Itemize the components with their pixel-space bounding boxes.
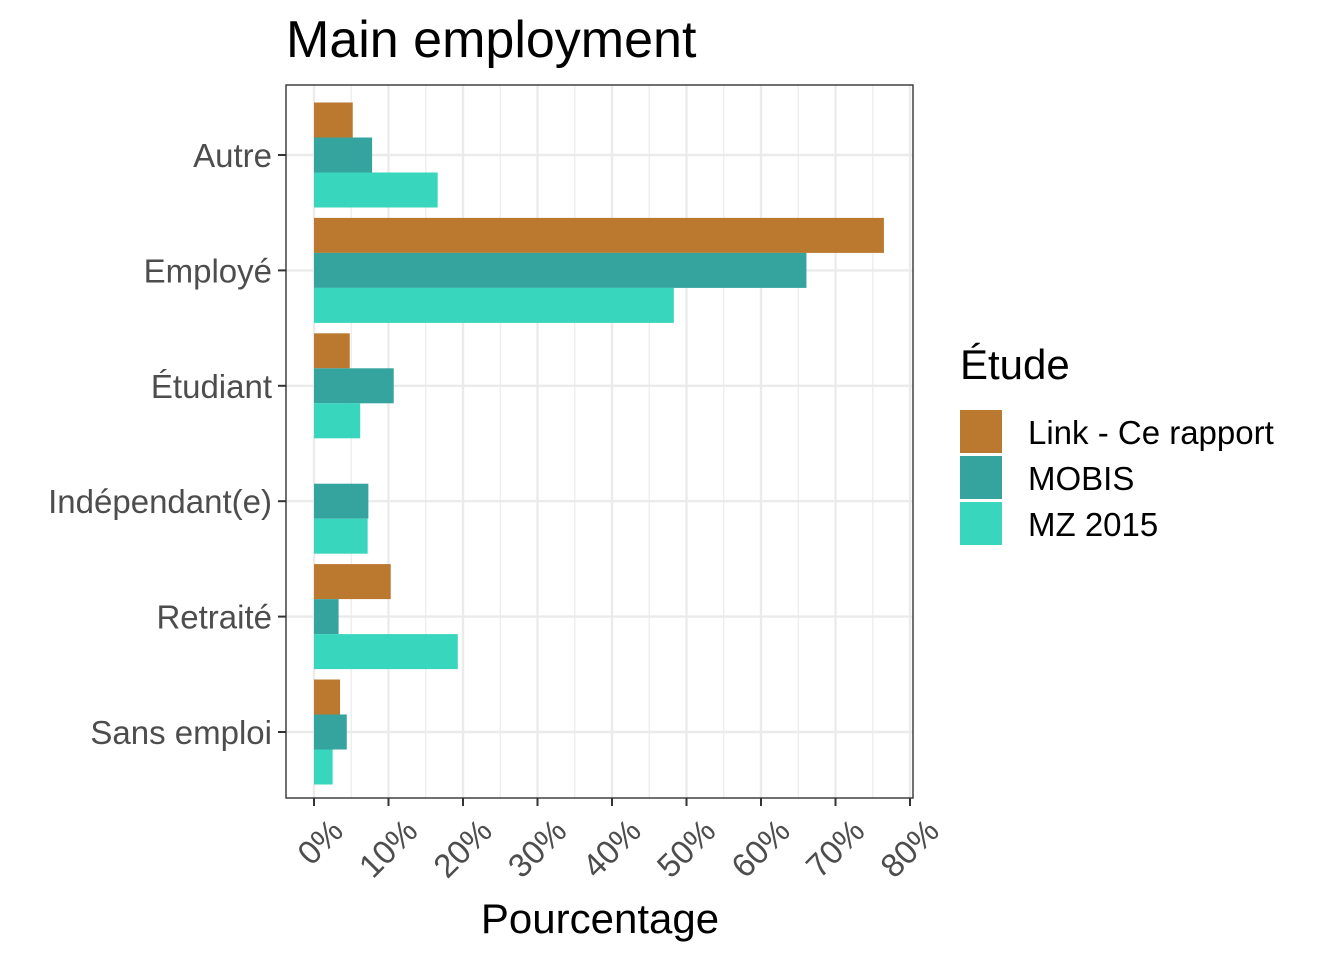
- legend-label: MOBIS: [1028, 460, 1134, 497]
- x-tick-label: 20%: [426, 812, 499, 885]
- bar: [314, 599, 339, 635]
- bar: [314, 368, 394, 404]
- bar: [314, 518, 368, 554]
- bar: [314, 172, 438, 208]
- chart-title: Main employment: [286, 11, 697, 69]
- bar: [314, 102, 353, 138]
- x-tick-label: 30%: [501, 812, 574, 885]
- legend-label: Link - Ce rapport: [1028, 414, 1274, 451]
- x-axis-title: Pourcentage: [481, 895, 719, 942]
- bar: [314, 483, 369, 519]
- bar: [314, 137, 373, 173]
- x-tick-label: 80%: [873, 812, 946, 885]
- bar: [314, 252, 807, 288]
- bar: [314, 333, 350, 369]
- bar: [314, 403, 361, 439]
- legend-label: MZ 2015: [1028, 506, 1158, 543]
- y-tick-label: Employé: [144, 252, 272, 289]
- bar: [314, 749, 333, 785]
- legend-key: [960, 502, 1002, 545]
- x-tick-label: 40%: [575, 812, 648, 885]
- y-tick-label: Sans emploi: [90, 714, 272, 751]
- x-tick-label: 70%: [799, 812, 872, 885]
- y-tick-label: Autre: [193, 137, 272, 174]
- x-tick-label: 50%: [650, 812, 723, 885]
- bar: [314, 714, 347, 750]
- y-tick-label: Retraité: [156, 599, 272, 636]
- bar: [314, 634, 458, 670]
- legend-key: [960, 410, 1002, 453]
- bar: [314, 287, 674, 323]
- plot-panel-border: [285, 84, 914, 799]
- grid-layer: [286, 85, 913, 798]
- y-tick-label: Indépendant(e): [48, 483, 272, 520]
- legend-key: [960, 456, 1002, 499]
- x-tick-label: 0%: [290, 812, 350, 872]
- legend: Étude Link - Ce rapport MOBIS MZ 2015: [960, 341, 1274, 545]
- bars-layer: [314, 102, 884, 785]
- legend-title: Étude: [960, 341, 1070, 388]
- y-tick-label: Étudiant: [151, 368, 272, 405]
- bar: [314, 564, 391, 600]
- bar: [314, 217, 884, 253]
- bar: [314, 679, 341, 715]
- x-tick-label: 10%: [352, 812, 425, 885]
- x-tick-label: 60%: [724, 812, 797, 885]
